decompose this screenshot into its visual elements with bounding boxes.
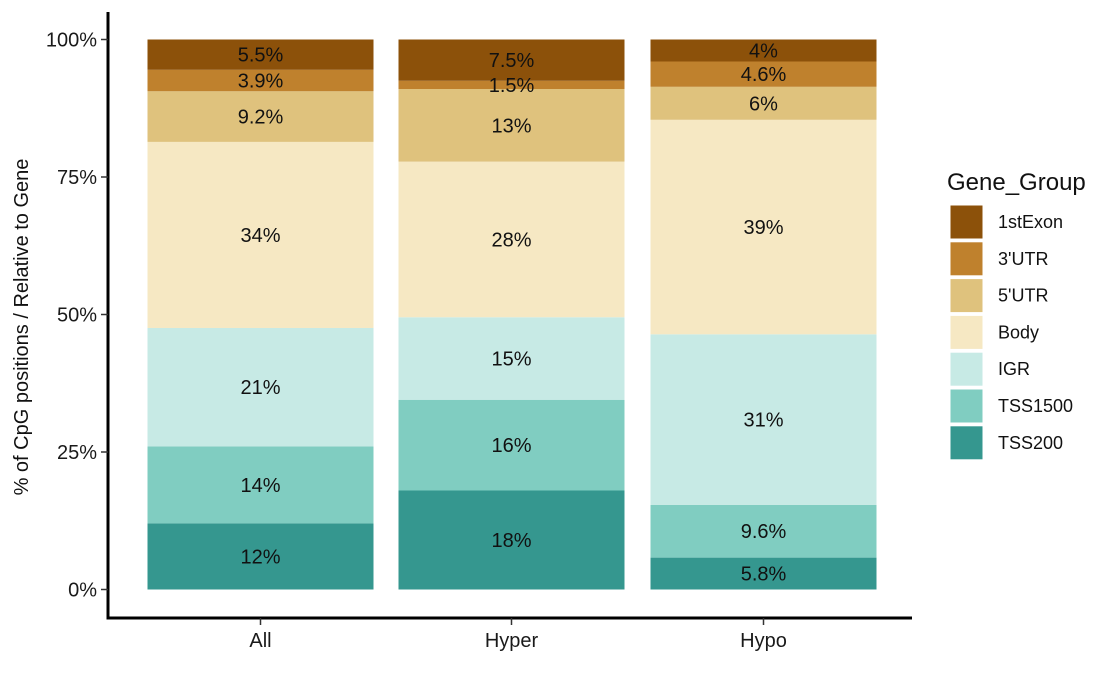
data-label-hypo-1stexon: 4%: [749, 41, 778, 63]
data-label-hyper-1stexon: 7.5%: [489, 50, 535, 72]
data-label-hyper-tss200: 18%: [491, 530, 531, 552]
bar-segment-hypo-body: [650, 119, 877, 335]
data-label-all-body: 34%: [240, 225, 280, 247]
y-tick-label: 75%: [57, 167, 97, 189]
bar-segment-hyper-igr: [398, 317, 625, 400]
data-label-hyper-5-utr: 13%: [491, 115, 531, 137]
legend-label-body: Body: [998, 322, 1039, 342]
bar-segment-hypo-1stexon: [650, 39, 877, 62]
bar-segment-all-tss1500: [147, 446, 374, 524]
y-tick-label: 0%: [68, 580, 97, 602]
data-label-all-1stexon: 5.5%: [238, 45, 284, 67]
legend-swatch-body: [949, 314, 984, 350]
data-label-hypo-tss1500: 9.6%: [741, 521, 787, 543]
data-label-hypo-tss200: 5.8%: [741, 564, 787, 586]
x-tick-label-hypo: Hypo: [740, 630, 787, 652]
legend-label-igr: IGR: [998, 359, 1030, 379]
x-tick-label-hyper: Hyper: [485, 630, 539, 652]
legend-label-tss1500: TSS1500: [998, 396, 1073, 416]
bar-segment-hypo-5-utr: [650, 86, 877, 120]
x-tick-label-all: All: [249, 630, 271, 652]
legend-swatch-3-utr: [949, 241, 984, 277]
legend-swatch-5-utr: [949, 278, 984, 314]
data-label-hypo-body: 39%: [743, 217, 783, 239]
bar-segment-hyper-3-utr: [398, 80, 625, 89]
bar-segment-all-3-utr: [147, 69, 374, 92]
bar-segment-hyper-tss1500: [398, 399, 625, 491]
data-label-all-tss200: 12%: [240, 546, 280, 568]
legend-label-1stexon: 1stExon: [998, 212, 1063, 232]
bar-segment-all-tss200: [147, 523, 374, 590]
bar-segment-all-igr: [147, 327, 374, 447]
legend-title: Gene_Group: [947, 169, 1086, 196]
data-label-all-5-utr: 9.2%: [238, 107, 284, 129]
bar-segment-hyper-5-utr: [398, 89, 625, 162]
bar-segment-hypo-tss1500: [650, 504, 877, 558]
y-tick-label: 100%: [46, 30, 97, 52]
legend-swatch-1stexon: [949, 204, 984, 240]
bar-labels-group: 12% 14% 21% 34% 9.2% 3.9% 5.5% 18% 16% 15% 28% 13% 1…: [238, 41, 787, 586]
data-label-hyper-3-utr: 1.5%: [489, 75, 535, 97]
legend-group: Gene_Group 1stExon 3'UTR 5'UTR Body IGR TSS150…: [947, 169, 1086, 461]
bar-segment-hyper-tss200: [398, 490, 625, 590]
data-label-all-igr: 21%: [240, 377, 280, 399]
data-label-hypo-5-utr: 6%: [749, 93, 778, 115]
data-label-all-3-utr: 3.9%: [238, 71, 284, 93]
y-tick-label: 50%: [57, 305, 97, 327]
legend-label-3-utr: 3'UTR: [998, 249, 1048, 269]
legend-swatch-tss200: [949, 425, 984, 461]
bars-group: [147, 39, 877, 590]
legend-swatch-tss1500: [949, 388, 984, 424]
bar-segment-all-5-utr: [147, 91, 374, 142]
bar-segment-hypo-tss200: [650, 557, 877, 590]
bar-segment-hyper-body: [398, 161, 625, 318]
data-label-hypo-3-utr: 4.6%: [741, 64, 787, 86]
bar-segment-hypo-igr: [650, 334, 877, 505]
bar-segment-all-body: [147, 141, 374, 328]
legend-label-5-utr: 5'UTR: [998, 286, 1048, 306]
data-label-hyper-body: 28%: [491, 229, 531, 251]
data-label-hyper-igr: 15%: [491, 349, 531, 371]
data-label-hyper-tss1500: 16%: [491, 435, 531, 457]
legend-swatch-igr: [949, 351, 984, 387]
axes-group: 0% 25% 50% 75% 100% All Hyper Hypo % of CpG posi…: [11, 12, 912, 652]
y-tick-label: 25%: [57, 442, 97, 464]
data-label-hypo-igr: 31%: [743, 410, 783, 432]
bar-segment-all-1stexon: [147, 39, 374, 70]
legend-label-tss200: TSS200: [998, 433, 1063, 453]
bar-segment-hypo-3-utr: [650, 61, 877, 87]
bar-segment-hyper-1stexon: [398, 39, 625, 81]
data-label-all-tss1500: 14%: [240, 475, 280, 497]
y-axis-title: % of CpG positions / Relative to Gene: [11, 159, 33, 496]
